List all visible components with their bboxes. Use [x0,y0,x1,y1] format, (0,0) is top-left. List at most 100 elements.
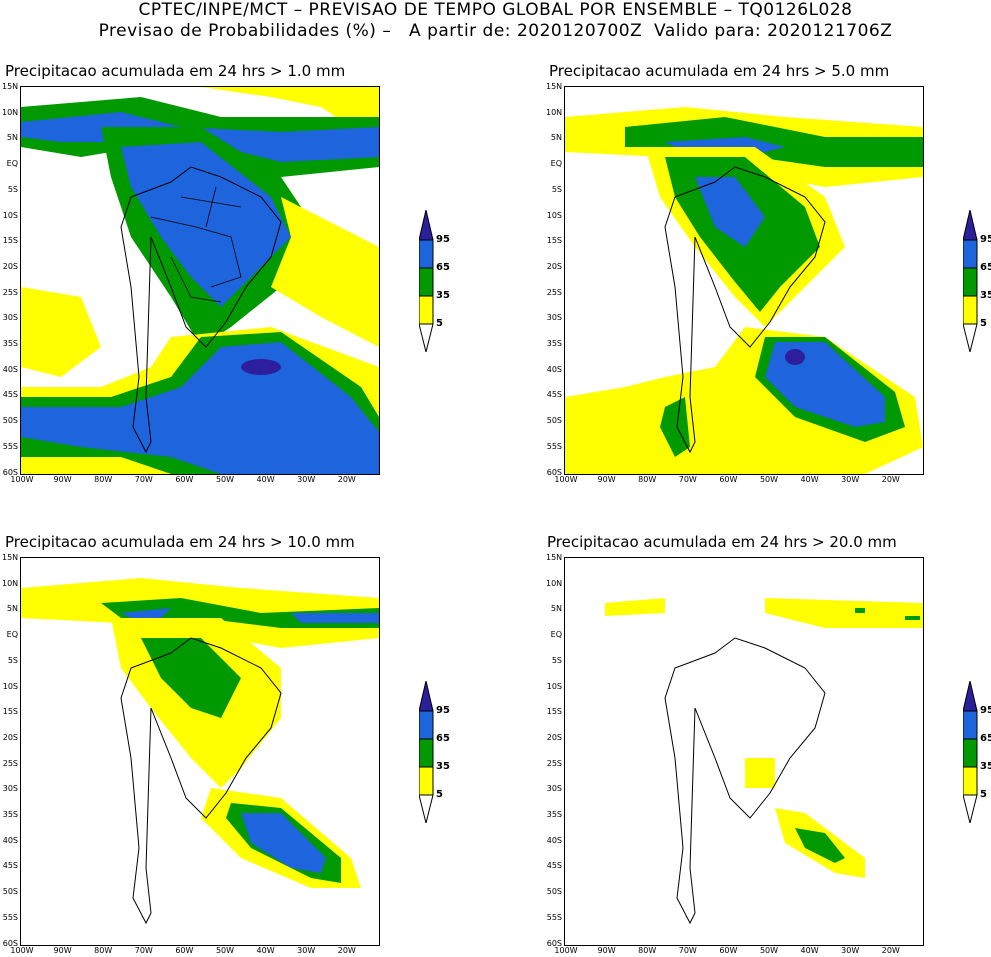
colorbar-segment-0 [963,210,978,241]
lon-label: 30W [297,475,316,484]
lon-label: 60W [175,475,194,484]
lat-label: 10S [546,681,562,691]
lon-label: 100W [10,946,34,955]
lon-label: 40W [800,946,819,955]
lon-label: 60W [719,475,738,484]
colorbar-label: 65 [436,262,450,273]
lat-label: 25S [2,287,18,297]
lat-label: 10N [546,578,563,588]
map-panel-1 [20,86,380,475]
lon-label: 30W [841,946,860,955]
main-title-line2: Previsao de Probabilidades (%) – A parti… [98,21,893,41]
probability-map-1mm [21,87,379,474]
panel-4-title: Precipitacao acumulada em 24 hrs > 20.0 … [547,533,897,551]
lat-label: 15N [2,553,19,562]
lat-label: EQ [550,159,562,169]
lon-label: 20W [881,946,900,955]
lat-label: 35S [546,810,562,819]
colorbar-scale [419,210,434,352]
colorbar-segment-2 [963,267,978,297]
panel-1-title: Precipitacao acumulada em 24 hrs > 1.0 m… [5,62,346,80]
lon-label: 30W [841,475,860,484]
colorbar-scale [963,681,978,823]
colorbar-label: 65 [980,262,991,273]
lat-label: 25S [546,287,562,297]
colorbar-label: 65 [980,733,991,744]
lon-label: 20W [337,946,356,955]
colorbar-segment-4 [963,323,978,352]
colorbar-segment-1 [963,239,978,269]
lon-label: 90W [597,946,616,955]
lat-label: 60S [546,467,562,477]
lon-label: 80W [94,946,113,955]
lat-label: 10S [2,210,18,220]
map-panel-3 [20,557,380,946]
lat-label: 50S [546,887,562,897]
lon-label: 40W [256,946,275,955]
lat-label: 45S [2,861,18,871]
lat-label: 40S [546,835,562,845]
lat-label: EQ [6,159,18,169]
lat-label: 35S [2,339,18,348]
lat-label: 15S [2,236,18,246]
lon-label: 100W [554,475,578,484]
lon-label: 20W [881,475,900,484]
lat-label: 10S [546,210,562,220]
lat-label: 30S [546,784,562,794]
lat-label: 45S [546,390,562,400]
lat-label: 60S [2,938,18,948]
lat-label: 5N [550,133,562,143]
lon-label: 30W [297,946,316,955]
colorbar-segment-3 [963,295,978,325]
colorbar-segment-4 [419,794,434,823]
panel-2-title: Precipitacao acumulada em 24 hrs > 5.0 m… [549,62,890,80]
lat-label: 50S [2,416,18,426]
lat-label: 10N [546,107,563,117]
lat-label: 55S [2,912,18,922]
colorbar-segment-4 [963,794,978,823]
colorbar-label: 5 [980,318,987,329]
lat-label: 5S [551,184,562,194]
lat-label: 40S [546,364,562,374]
lat-label: 30S [2,313,18,323]
lon-label: 100W [10,475,34,484]
panel-3-title: Precipitacao acumulada em 24 hrs > 10.0 … [5,533,355,551]
lat-label: 30S [546,313,562,323]
probability-map-5mm [565,87,923,474]
lat-label: 10S [2,681,18,691]
lat-label: 15S [546,236,562,246]
lat-label: 55S [2,441,18,451]
colorbar-segment-4 [419,323,434,352]
lat-label: 5N [550,604,562,614]
lat-label: 20S [2,261,18,271]
colorbar-label: 95 [436,705,450,716]
lon-label: 60W [719,946,738,955]
lat-label: 40S [2,364,18,374]
lon-label: 40W [800,475,819,484]
lon-label: 70W [134,946,153,955]
lon-label: 100W [554,946,578,955]
colorbar-segment-1 [419,239,434,269]
colorbar-label: 95 [436,234,450,245]
colorbar-segment-0 [419,210,434,241]
lon-label: 80W [638,946,657,955]
lat-label: 15N [546,82,563,91]
colorbar-scale [963,210,978,352]
map-panel-4 [564,557,924,946]
lon-label: 50W [759,475,779,484]
lat-label: 5S [7,655,18,665]
lat-label: 15S [2,707,18,717]
colorbar-label: 35 [436,290,450,301]
colorbar-segment-0 [963,681,978,712]
lat-label: 25S [2,758,18,768]
map-panel-2 [564,86,924,475]
lon-label: 50W [215,946,235,955]
lat-label: EQ [550,630,562,640]
lon-label: 80W [94,475,113,484]
lat-label: 45S [2,390,18,400]
lat-label: 5S [7,184,18,194]
lat-label: 20S [2,732,18,742]
lat-label: 50S [546,416,562,426]
probability-map-20mm [565,558,923,945]
colorbar-scale [419,681,434,823]
